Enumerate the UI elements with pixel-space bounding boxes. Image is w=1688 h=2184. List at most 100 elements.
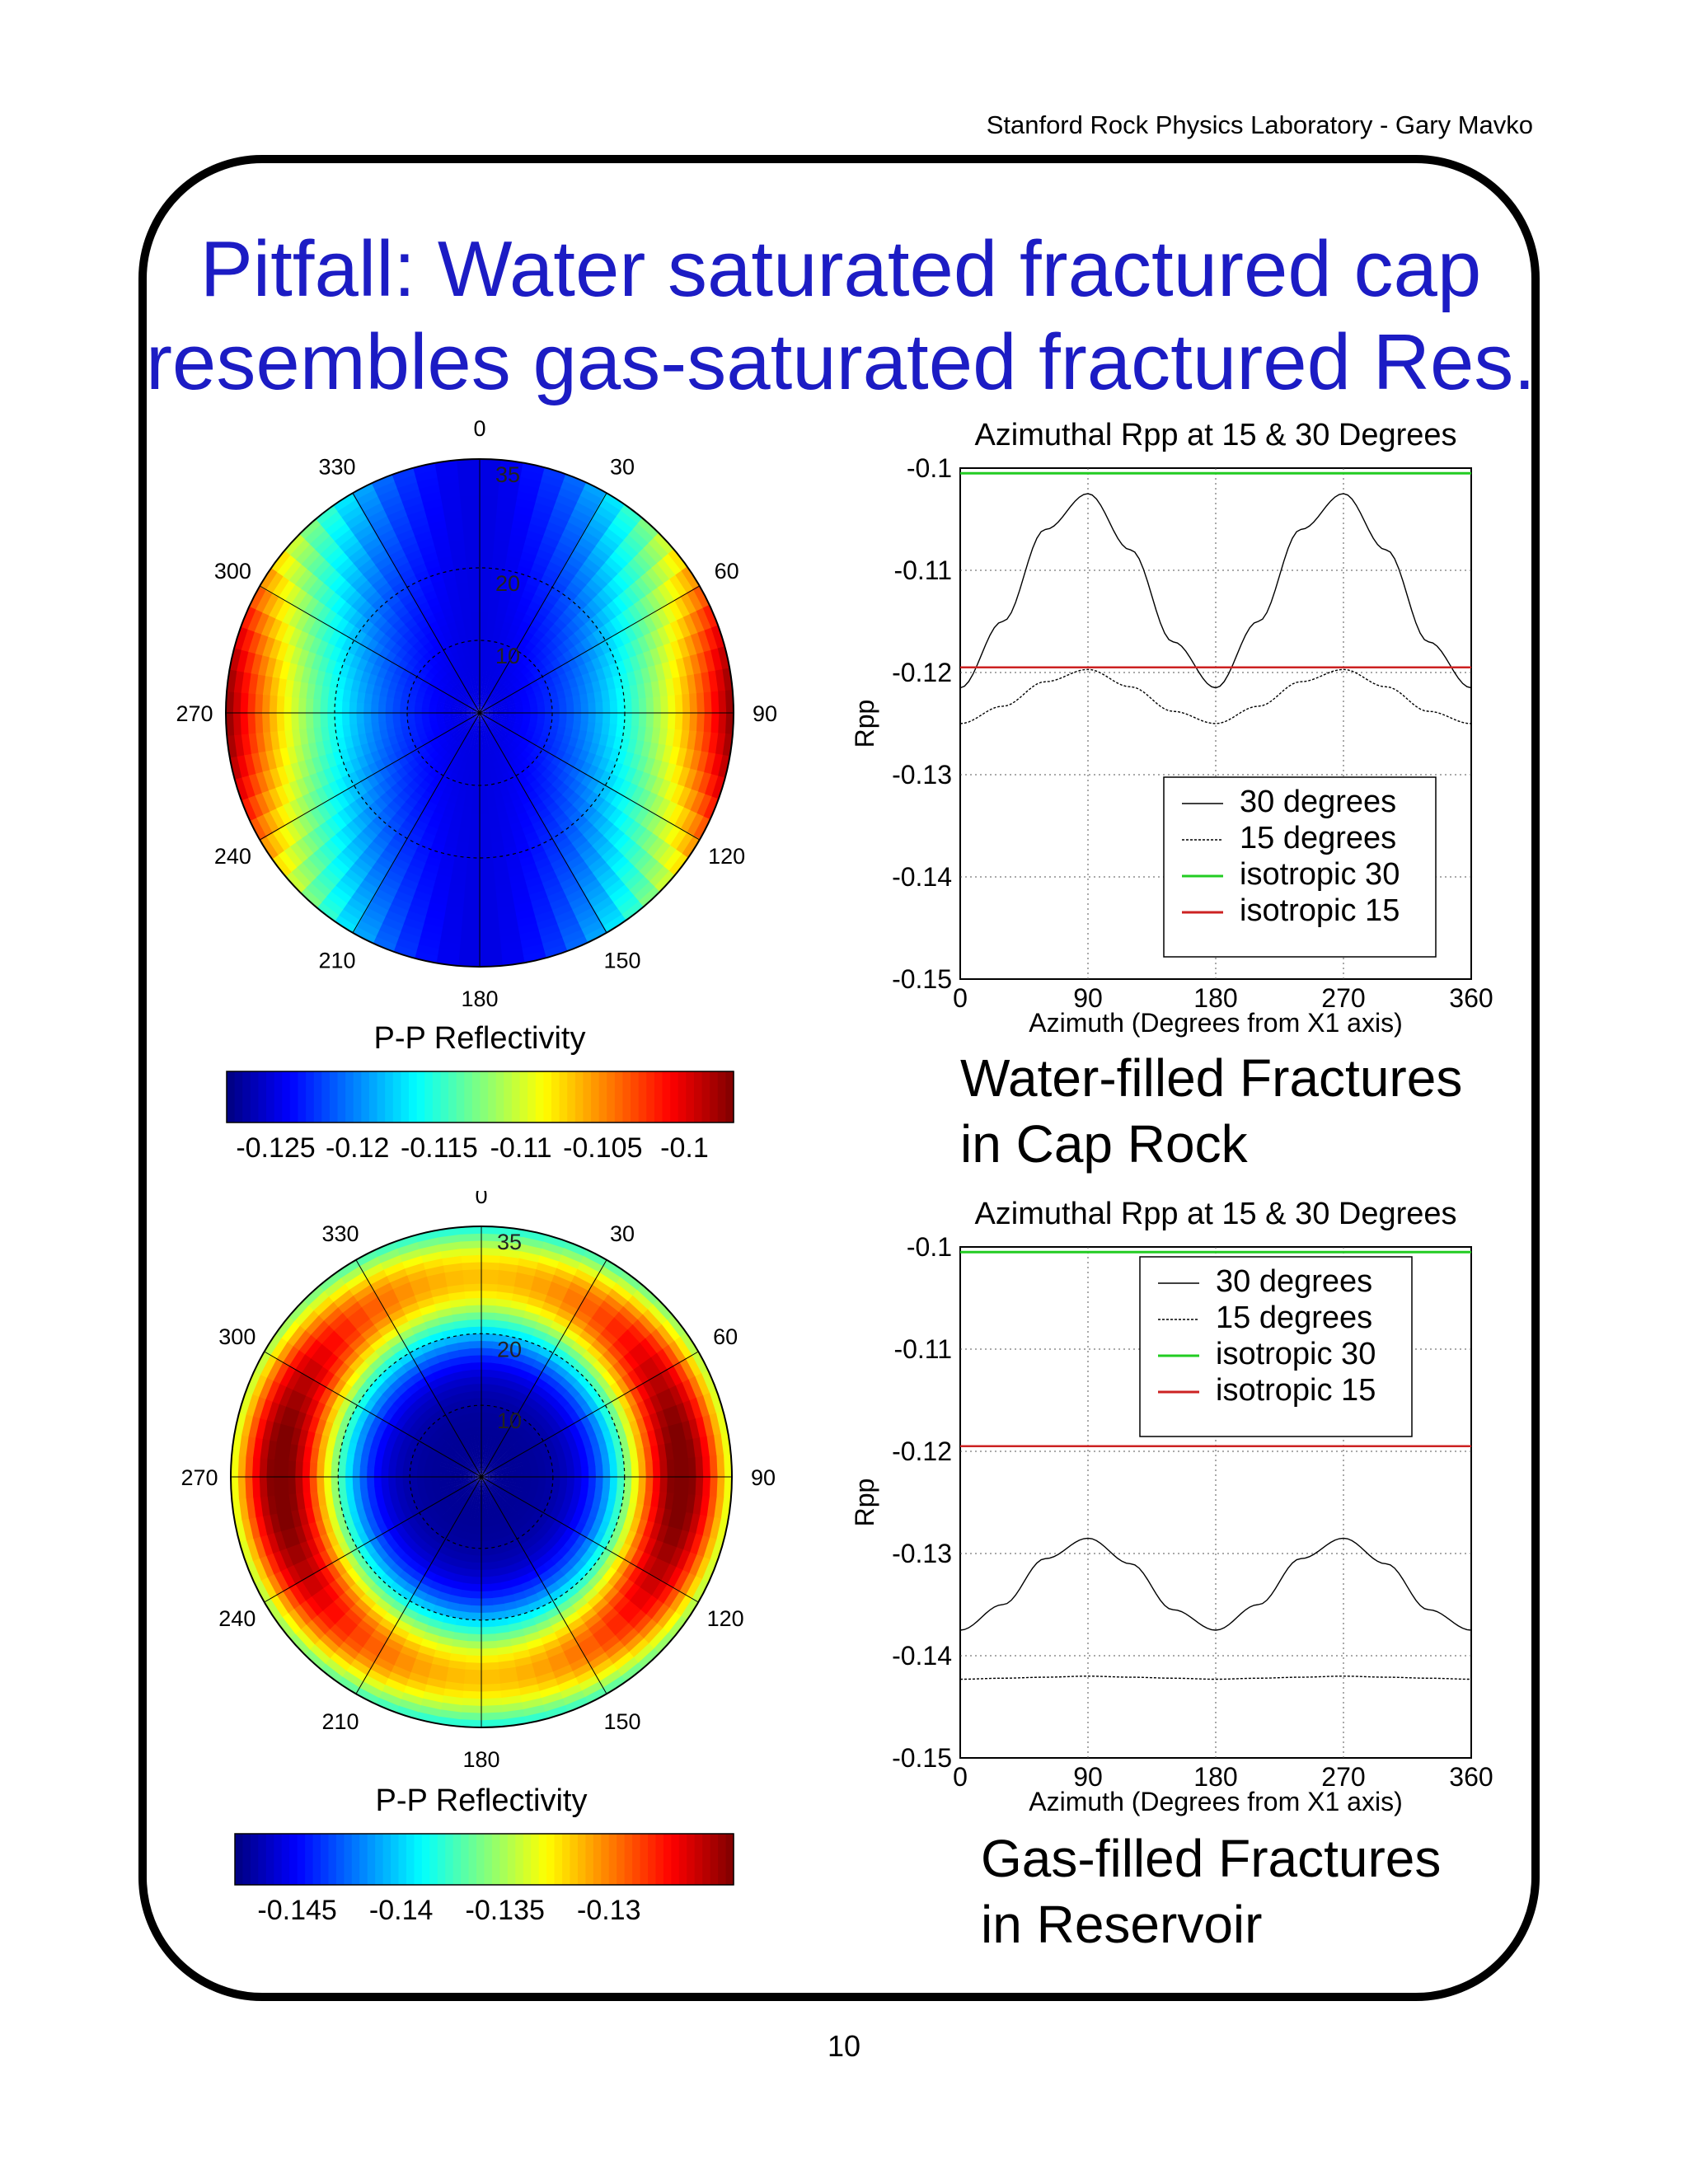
polar-heatmap-cell — [316, 1324, 335, 1344]
polar-heatmap-cell — [523, 876, 543, 889]
polar-heatmap-cell — [481, 691, 486, 700]
polar-heatmap-cell — [359, 1680, 382, 1699]
polar-heatmap-cell — [631, 1476, 640, 1492]
polar-heatmap-cell — [545, 1358, 560, 1372]
polar-heatmap-cell — [313, 1569, 330, 1589]
polar-heatmap-cell — [344, 1551, 359, 1568]
polar-heatmap-cell — [520, 1698, 544, 1710]
polar-heatmap-cell — [495, 517, 515, 527]
polar-heatmap-cell — [669, 1528, 683, 1549]
polar-heatmap-cell — [443, 719, 452, 726]
polar-heatmap-cell — [580, 1680, 604, 1699]
polar-heatmap-cell — [471, 733, 476, 743]
polar-heatmap-cell — [591, 1338, 609, 1357]
polar-heatmap-cell — [637, 771, 651, 790]
polar-heatmap-cell — [493, 715, 502, 719]
polar-heatmap-cell — [495, 1478, 504, 1481]
polar-heatmap-cell — [370, 860, 390, 877]
polar-heatmap-cell — [670, 640, 684, 662]
polar-heatmap-cell — [394, 1557, 409, 1571]
polar-heatmap-cell — [696, 607, 712, 632]
polar-heatmap-cell — [398, 1327, 415, 1341]
polar-heatmap-cell — [460, 729, 467, 738]
polar-heatmap-cell — [518, 484, 541, 496]
polar-heatmap-cell — [518, 1331, 534, 1343]
polar-heatmap-cell — [513, 579, 528, 591]
polar-heatmap-cell — [414, 1613, 431, 1626]
polar-heatmap-cell — [360, 647, 373, 662]
polar-heatmap-cell — [426, 1670, 448, 1682]
polar-heatmap-cell — [476, 719, 480, 729]
polar-heatmap-cell — [680, 1597, 700, 1622]
polar-heatmap-cell — [675, 1549, 691, 1572]
polar-heatmap-cell — [283, 1509, 295, 1530]
polar-heatmap-cell — [710, 711, 720, 735]
polar-heatmap-cell — [485, 784, 495, 793]
polar-heatmap-cell — [307, 828, 325, 850]
polar-heatmap-cell — [402, 541, 421, 555]
polar-heatmap-cell — [397, 1497, 408, 1507]
polar-heatmap-cell — [474, 719, 478, 728]
polar-heatmap-cell — [387, 799, 401, 814]
polar-heatmap-cell — [584, 682, 595, 695]
polar-heatmap-cell — [552, 1469, 561, 1478]
polar-heatmap-cell — [395, 1461, 404, 1471]
polar-heatmap-cell — [458, 634, 468, 644]
polar-heatmap-cell — [287, 1324, 307, 1347]
polar-heatmap-cell — [663, 642, 677, 663]
polar-heatmap-cell — [549, 1352, 565, 1366]
polar-heatmap-cell — [423, 1348, 438, 1361]
polar-heatmap-cell — [537, 605, 551, 618]
polar-heatmap-cell — [607, 1288, 630, 1308]
polar-heatmap-cell — [445, 637, 456, 648]
polar-heatmap-cell — [632, 1614, 653, 1635]
polar-heatmap-cell — [533, 502, 556, 516]
polar-heatmap-cell — [321, 625, 336, 644]
polar-heatmap-cell — [502, 1474, 511, 1478]
polar-heatmap-cell — [602, 824, 620, 842]
colorbar-swatch — [598, 1071, 607, 1122]
colorbar-swatch — [543, 1071, 552, 1122]
polar-heatmap-cell — [401, 1476, 410, 1484]
polar-heatmap-cell — [644, 774, 658, 794]
polar-heatmap-cell — [470, 718, 476, 725]
polar-heatmap-cell — [562, 823, 579, 839]
polar-heatmap-cell — [504, 1379, 517, 1390]
polar-heatmap-cell — [500, 1702, 523, 1713]
polar-heatmap-cell — [321, 1329, 340, 1349]
polar-heatmap-cell — [560, 1476, 568, 1485]
polar-heatmap-cell — [367, 1485, 376, 1497]
polar-heatmap-cell — [577, 1302, 598, 1319]
polar-heatmap-cell — [568, 1282, 590, 1298]
polar-heatmap-cell — [622, 563, 642, 583]
polar-heatmap-cell — [610, 1554, 625, 1572]
polar-heatmap-cell — [507, 673, 517, 682]
polar-heatmap-cell — [491, 679, 499, 688]
polar-heatmap-cell — [360, 791, 375, 807]
polar-heatmap-cell — [348, 799, 363, 817]
polar-heatmap-cell — [332, 1409, 345, 1427]
polar-heatmap-cell — [363, 752, 375, 766]
polar-heatmap-cell — [292, 1542, 307, 1563]
polar-heatmap-cell — [466, 1487, 472, 1494]
polar-heatmap-cell — [421, 862, 439, 875]
polar-heatmap-cell — [350, 1404, 364, 1420]
polar-heatmap-cell — [490, 696, 497, 704]
polar-heatmap-cell — [468, 1496, 475, 1505]
polar-heatmap-cell — [593, 1408, 606, 1423]
polar-heatmap-cell — [465, 686, 471, 695]
polar-heatmap-cell — [574, 1393, 588, 1408]
polar-heatmap-cell — [279, 1567, 296, 1589]
polar-heatmap-cell — [669, 784, 685, 806]
polar-heatmap-cell — [438, 738, 447, 747]
polar-heatmap-cell — [709, 1516, 722, 1541]
polar-heatmap-cell — [279, 746, 291, 766]
polar-heatmap-cell — [328, 1652, 351, 1671]
polar-heatmap-cell — [493, 1444, 500, 1452]
polar-heatmap-cell — [620, 1270, 644, 1291]
polar-heatmap-cell — [457, 673, 465, 682]
colorbar-swatch — [409, 1071, 418, 1122]
polar-heatmap-cell — [286, 1368, 302, 1390]
polar-heatmap-cell — [317, 753, 331, 771]
polar-heatmap-cell — [501, 1441, 509, 1450]
